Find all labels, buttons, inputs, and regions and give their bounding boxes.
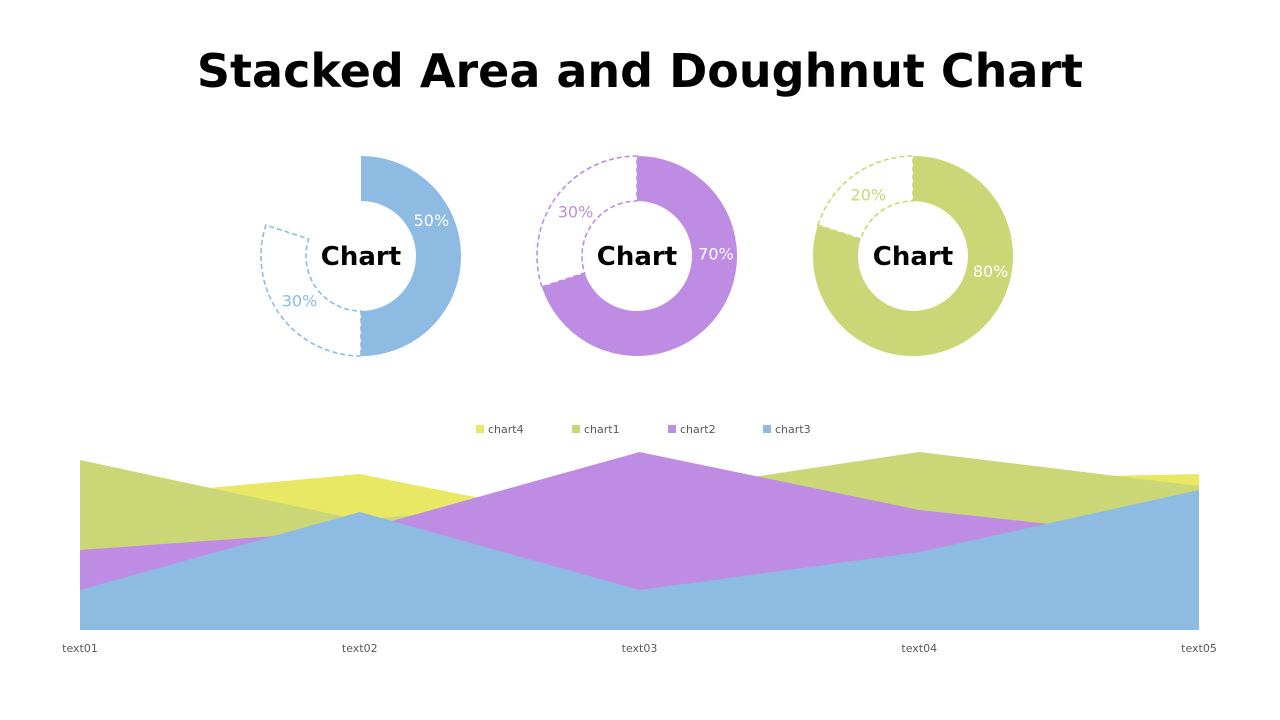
area-series-chart3: [80, 490, 1199, 630]
chart-legend: chart4 chart1 chart2 chart3: [476, 423, 811, 436]
doughnut-3-slice-2: [816, 155, 914, 241]
x-axis-ticks: text01 text02 text03 text04 text05: [62, 642, 1217, 655]
doughnut-3-slice-1: [813, 156, 1014, 356]
legend-label-chart4: chart4: [488, 423, 524, 436]
doughnut-2-slice-1: [541, 156, 738, 356]
legend-swatch-chart2: [668, 425, 676, 433]
doughnut-2-slice-1-label: 70%: [698, 245, 734, 264]
x-tick-label: text03: [622, 642, 658, 655]
stacked-area-chart: chart4 chart1 chart2 chart3 text01 text02 tex…: [62, 423, 1217, 655]
legend-label-chart2: chart2: [680, 423, 716, 436]
doughnut-2-slice-2: [536, 155, 638, 288]
doughnut-charts: 50% 30% Chart 70% 30% Chart 80% 20% Chart: [260, 155, 1014, 357]
doughnut-1-slice-1-label: 50%: [414, 211, 450, 230]
legend-label-chart1: chart1: [584, 423, 620, 436]
legend-label-chart3: chart3: [775, 423, 811, 436]
area-series-group: [80, 452, 1199, 630]
doughnut-chart-2: 70% 30% Chart: [536, 155, 738, 356]
x-tick-label: text01: [62, 642, 98, 655]
legend-item-chart3: chart3: [763, 423, 811, 436]
doughnut-3-slice-1-label: 80%: [973, 262, 1009, 281]
doughnut-chart-3: 80% 20% Chart: [813, 155, 1014, 356]
doughnut-3-center-label: Chart: [873, 242, 953, 272]
doughnut-1-slice-1: [361, 156, 461, 356]
x-tick-label: text04: [901, 642, 937, 655]
legend-swatch-chart3: [763, 425, 771, 433]
doughnut-3-slice-2-label: 20%: [851, 186, 887, 205]
doughnut-1-slice-2-label: 30%: [282, 292, 318, 311]
doughnut-1-center-label: Chart: [321, 242, 401, 272]
x-tick-label: text02: [342, 642, 378, 655]
legend-item-chart4: chart4: [476, 423, 524, 436]
legend-swatch-chart4: [476, 425, 484, 433]
doughnut-1-slice-2: [260, 224, 362, 357]
doughnut-chart-1: 50% 30% Chart: [260, 156, 461, 357]
legend-item-chart1: chart1: [572, 423, 620, 436]
page-title: Stacked Area and Doughnut Chart: [196, 44, 1084, 98]
doughnut-2-slice-2-label: 30%: [558, 202, 594, 221]
legend-item-chart2: chart2: [668, 423, 716, 436]
legend-swatch-chart1: [572, 425, 580, 433]
x-tick-label: text05: [1181, 642, 1217, 655]
doughnut-2-center-label: Chart: [597, 242, 677, 272]
